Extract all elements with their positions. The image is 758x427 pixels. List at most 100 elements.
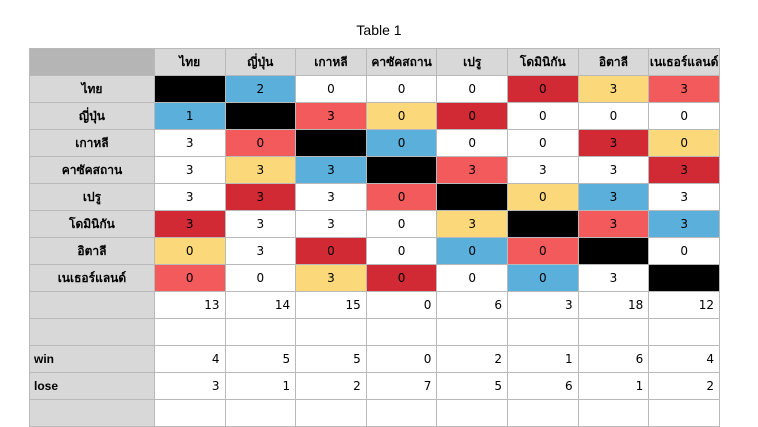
empty-cell[interactable] xyxy=(436,318,509,346)
score-cell[interactable]: 3 xyxy=(577,75,650,103)
score-cell[interactable]: 0 xyxy=(365,183,438,211)
score-cell[interactable]: 3 xyxy=(153,156,226,184)
empty-cell[interactable] xyxy=(224,318,297,346)
score-cell[interactable]: 0 xyxy=(507,75,579,103)
empty-cell[interactable] xyxy=(507,399,579,427)
score-cell[interactable]: 1 xyxy=(153,102,226,130)
empty-cell[interactable] xyxy=(577,399,650,427)
score-cell[interactable]: 3 xyxy=(648,75,720,103)
stats-cell[interactable]: 7 xyxy=(365,372,438,400)
stats-cell[interactable]: 5 xyxy=(295,345,367,373)
stats-cell[interactable]: 0 xyxy=(365,345,438,373)
score-cell[interactable]: 3 xyxy=(436,156,509,184)
score-cell[interactable]: 3 xyxy=(224,183,297,211)
score-cell[interactable]: 0 xyxy=(436,264,509,292)
score-cell[interactable] xyxy=(224,102,297,130)
score-cell[interactable]: 0 xyxy=(507,183,579,211)
score-cell[interactable]: 3 xyxy=(507,156,579,184)
empty-cell[interactable] xyxy=(224,399,297,427)
score-cell[interactable]: 2 xyxy=(224,75,297,103)
score-cell[interactable]: 0 xyxy=(648,237,720,265)
score-cell[interactable]: 3 xyxy=(153,210,226,238)
stats-cell[interactable]: 4 xyxy=(648,345,720,373)
score-cell[interactable] xyxy=(295,129,367,157)
score-cell[interactable]: 0 xyxy=(365,75,438,103)
stats-cell[interactable]: 2 xyxy=(648,372,720,400)
score-cell[interactable]: 3 xyxy=(577,129,650,157)
score-cell[interactable]: 3 xyxy=(648,156,720,184)
score-cell[interactable] xyxy=(507,210,579,238)
score-cell[interactable]: 0 xyxy=(153,264,226,292)
score-cell[interactable]: 0 xyxy=(365,210,438,238)
score-cell[interactable]: 3 xyxy=(436,210,509,238)
score-cell[interactable]: 0 xyxy=(436,102,509,130)
total-cell[interactable]: 6 xyxy=(436,291,509,319)
score-cell[interactable]: 0 xyxy=(295,237,367,265)
empty-cell[interactable] xyxy=(365,399,438,427)
score-cell[interactable]: 3 xyxy=(295,210,367,238)
score-cell[interactable]: 3 xyxy=(577,183,650,211)
stats-cell[interactable]: 5 xyxy=(224,345,297,373)
score-cell[interactable]: 3 xyxy=(577,156,650,184)
stats-cell[interactable]: 2 xyxy=(295,372,367,400)
score-cell[interactable]: 3 xyxy=(153,129,226,157)
stats-cell[interactable]: 2 xyxy=(436,345,509,373)
score-cell[interactable]: 3 xyxy=(648,183,720,211)
score-cell[interactable]: 3 xyxy=(295,264,367,292)
score-cell[interactable]: 0 xyxy=(365,102,438,130)
stats-cell[interactable]: 1 xyxy=(224,372,297,400)
stats-cell[interactable]: 6 xyxy=(577,345,650,373)
score-cell[interactable]: 3 xyxy=(648,210,720,238)
score-cell[interactable]: 0 xyxy=(577,102,650,130)
empty-cell[interactable] xyxy=(365,318,438,346)
score-cell[interactable]: 0 xyxy=(507,237,579,265)
score-cell[interactable]: 0 xyxy=(365,237,438,265)
score-cell[interactable]: 0 xyxy=(507,129,579,157)
score-cell[interactable]: 0 xyxy=(365,264,438,292)
stats-cell[interactable]: 6 xyxy=(507,372,579,400)
score-cell[interactable]: 0 xyxy=(295,75,367,103)
empty-cell[interactable] xyxy=(295,318,367,346)
score-cell[interactable] xyxy=(365,156,438,184)
stats-cell[interactable]: 4 xyxy=(153,345,226,373)
score-cell[interactable]: 3 xyxy=(295,183,367,211)
score-cell[interactable] xyxy=(153,75,226,103)
score-cell[interactable]: 0 xyxy=(507,102,579,130)
score-cell[interactable]: 3 xyxy=(224,237,297,265)
score-cell[interactable]: 0 xyxy=(365,129,438,157)
empty-cell[interactable] xyxy=(507,318,579,346)
score-cell[interactable]: 0 xyxy=(153,237,226,265)
total-cell[interactable]: 15 xyxy=(295,291,367,319)
empty-cell[interactable] xyxy=(153,318,226,346)
score-cell[interactable]: 0 xyxy=(507,264,579,292)
score-cell[interactable]: 0 xyxy=(436,129,509,157)
stats-cell[interactable]: 1 xyxy=(577,372,650,400)
score-cell[interactable]: 0 xyxy=(224,129,297,157)
empty-cell[interactable] xyxy=(648,399,720,427)
total-cell[interactable]: 18 xyxy=(577,291,650,319)
total-cell[interactable]: 0 xyxy=(365,291,438,319)
score-cell[interactable]: 3 xyxy=(224,156,297,184)
empty-cell[interactable] xyxy=(577,318,650,346)
score-cell[interactable]: 0 xyxy=(436,237,509,265)
score-cell[interactable] xyxy=(436,183,509,211)
score-cell[interactable]: 3 xyxy=(577,210,650,238)
empty-cell[interactable] xyxy=(436,399,509,427)
score-cell[interactable]: 3 xyxy=(153,183,226,211)
score-cell[interactable]: 0 xyxy=(224,264,297,292)
score-cell[interactable]: 3 xyxy=(295,156,367,184)
empty-cell[interactable] xyxy=(295,399,367,427)
score-cell[interactable]: 3 xyxy=(577,264,650,292)
total-cell[interactable]: 12 xyxy=(648,291,720,319)
empty-cell[interactable] xyxy=(153,399,226,427)
stats-cell[interactable]: 5 xyxy=(436,372,509,400)
total-cell[interactable]: 3 xyxy=(507,291,579,319)
score-cell[interactable]: 0 xyxy=(648,102,720,130)
total-cell[interactable]: 13 xyxy=(153,291,226,319)
empty-cell[interactable] xyxy=(648,318,720,346)
score-cell[interactable] xyxy=(577,237,650,265)
score-cell[interactable]: 0 xyxy=(648,129,720,157)
stats-cell[interactable]: 1 xyxy=(507,345,579,373)
score-cell[interactable]: 3 xyxy=(224,210,297,238)
stats-cell[interactable]: 3 xyxy=(153,372,226,400)
